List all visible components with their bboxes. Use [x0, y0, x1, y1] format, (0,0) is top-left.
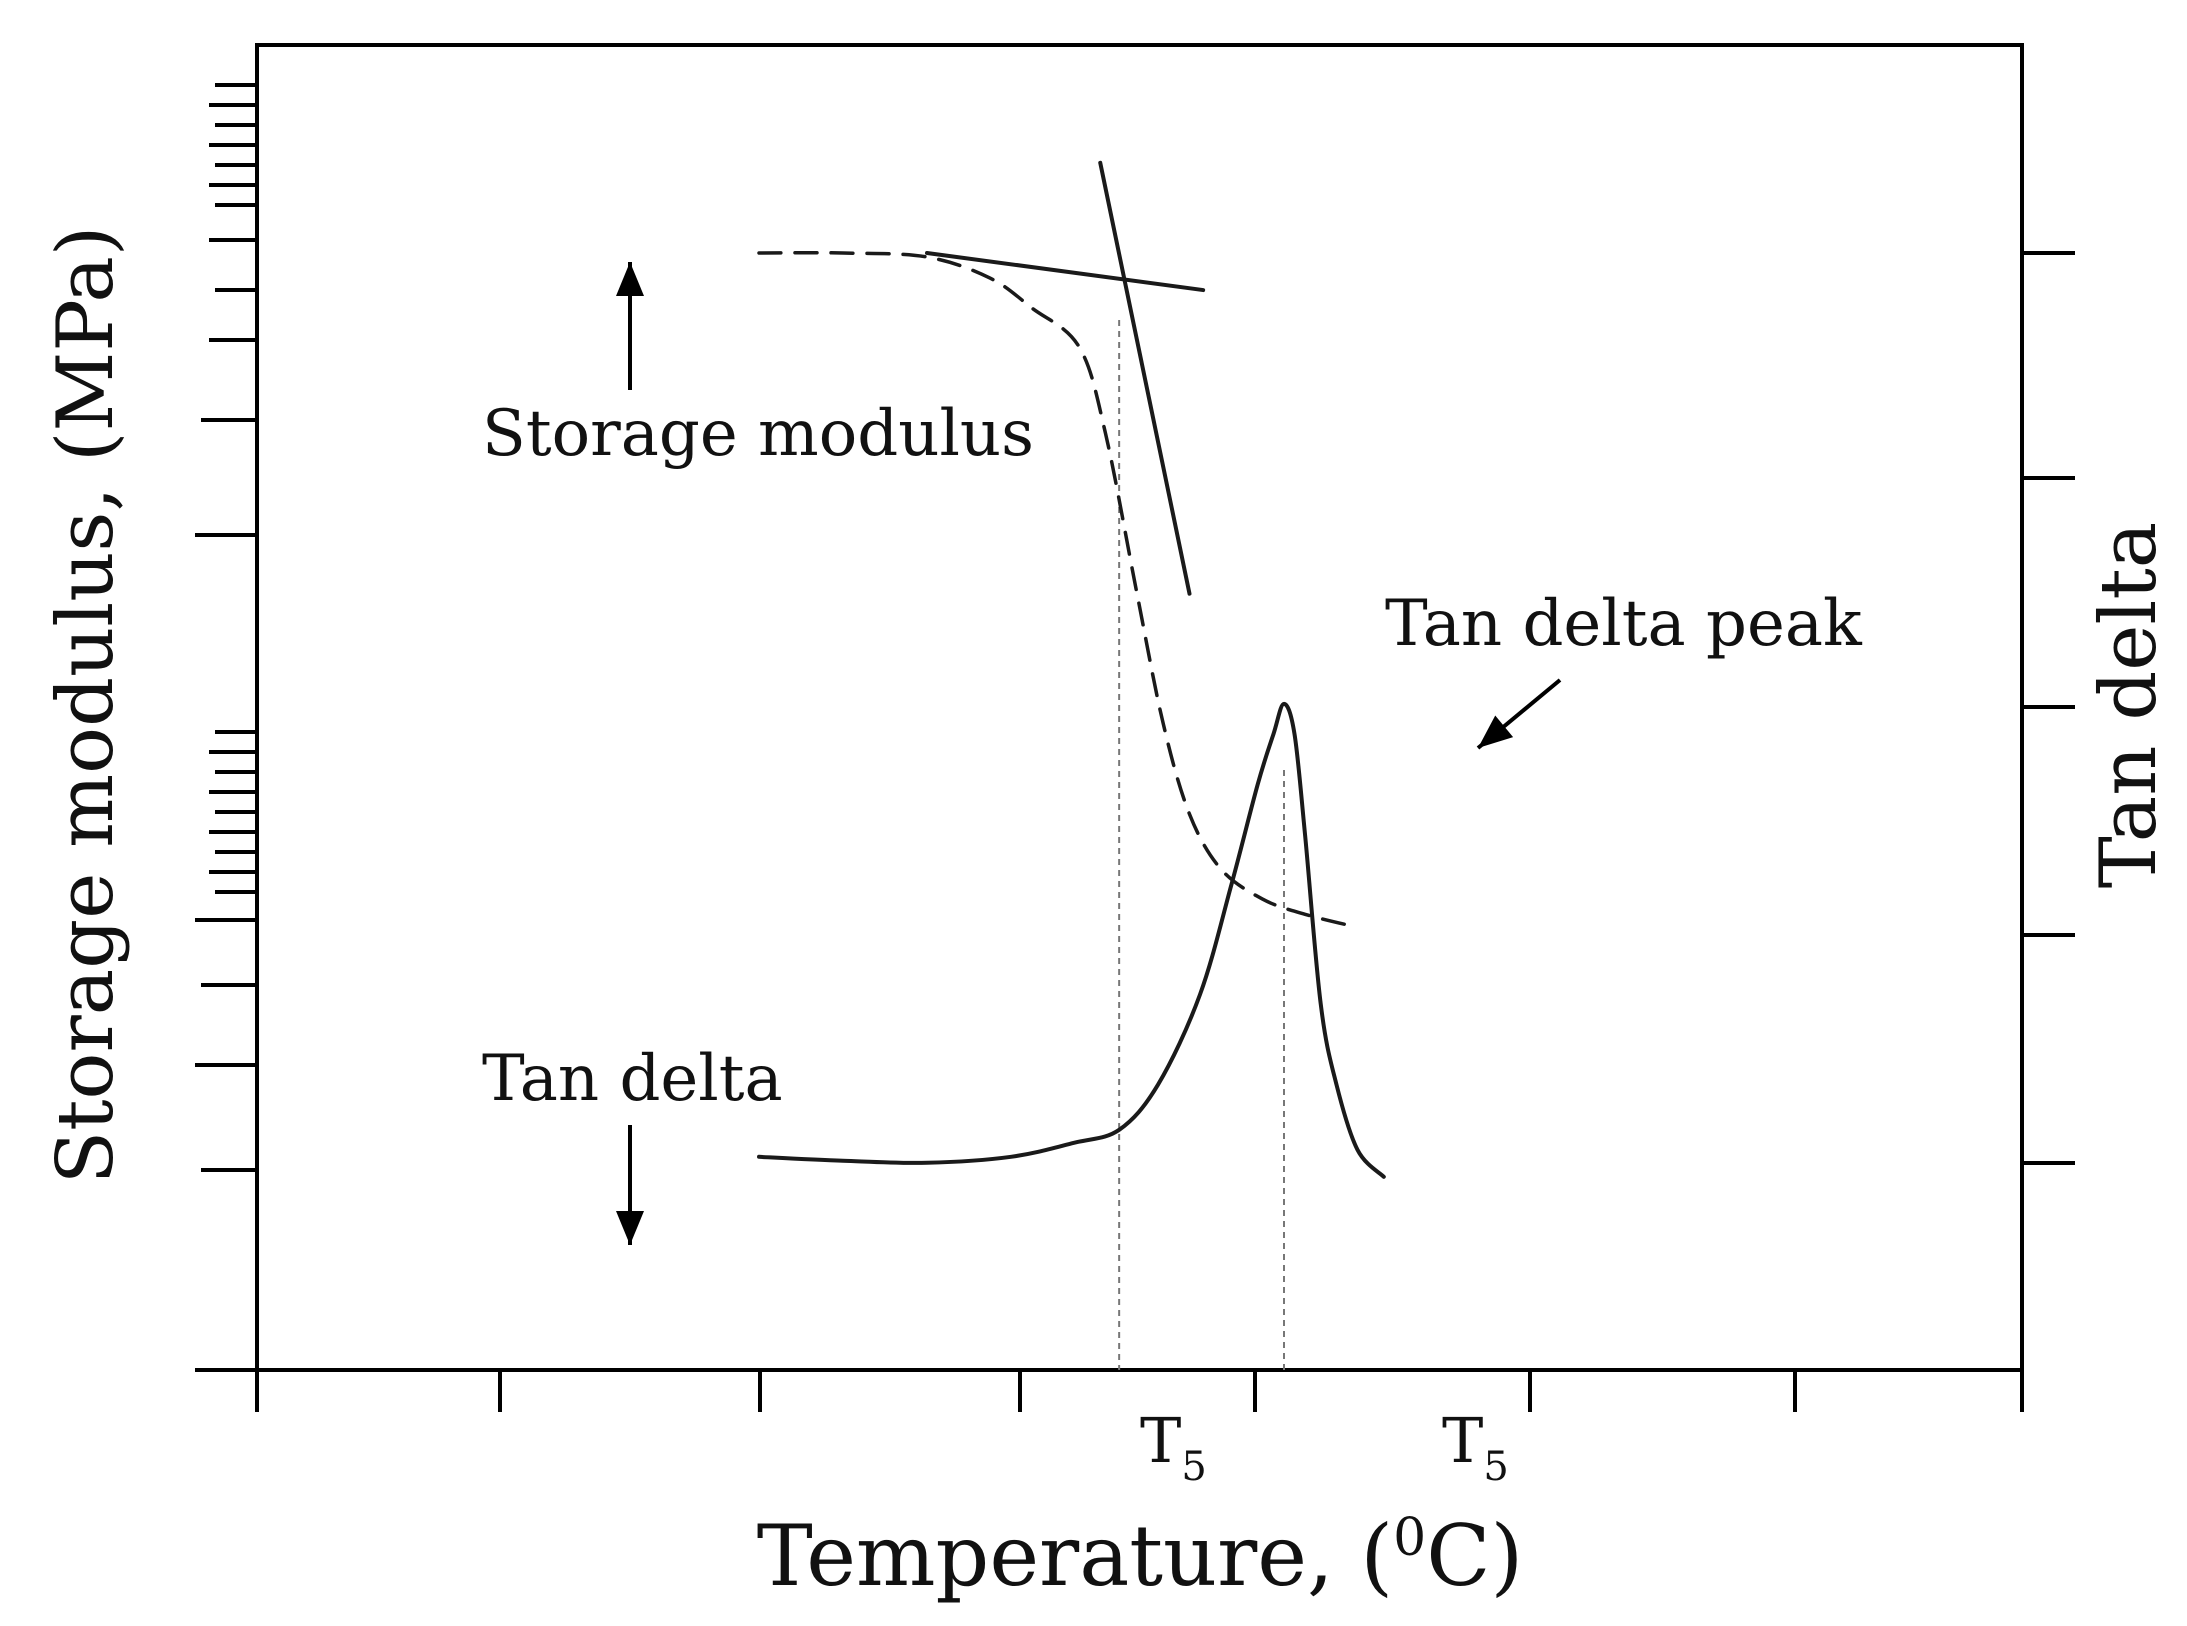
y-axis-title-right: Tan delta — [2084, 522, 2174, 888]
x-tick-label-peak: T5 — [1442, 1404, 1509, 1490]
x-axis-title: Temperature, (0C) — [757, 1507, 1524, 1605]
reference-lines — [1118, 320, 1285, 1370]
x-tick-label-onset: T5 — [1140, 1404, 1207, 1490]
series-storage-modulus-drop-tangent — [1098, 160, 1192, 596]
series-storage-modulus-plateau-tangent — [925, 251, 1206, 293]
annotation-tan-delta-peak: Tan delta peak — [1385, 587, 1863, 661]
x-axis-title-sup: 0 — [1393, 1508, 1426, 1568]
x-tick-peak-sub: 5 — [1483, 1444, 1508, 1490]
storage-modulus-arrow-head — [616, 262, 644, 296]
tan-delta-peak-arrow-head — [1478, 715, 1514, 748]
x-axis-title-end: C) — [1426, 1507, 1523, 1605]
bottom-axis-ticks — [255, 1370, 2024, 1412]
annotation-arrows — [616, 262, 1562, 1245]
right-axis-ticks — [2022, 251, 2075, 1165]
y-axis-title-left: Storage modulus, (MPa) — [41, 226, 131, 1185]
x-tick-onset-sub: 5 — [1181, 1444, 1206, 1490]
annotation-storage-modulus: Storage modulus — [482, 397, 1034, 471]
annotation-tan-delta: Tan delta — [482, 1042, 783, 1116]
series-layer — [757, 160, 1386, 1179]
series-tan-delta — [757, 701, 1386, 1179]
series-storage-modulus — [757, 250, 1360, 930]
tan-delta-arrow-head — [616, 1211, 644, 1245]
plot-frame — [255, 43, 2024, 1372]
left-axis-ticks — [195, 83, 257, 1372]
x-tick-peak-t: T — [1442, 1404, 1483, 1477]
x-tick-onset-t: T — [1140, 1404, 1181, 1477]
x-axis-title-main: Temperature, ( — [757, 1507, 1393, 1605]
